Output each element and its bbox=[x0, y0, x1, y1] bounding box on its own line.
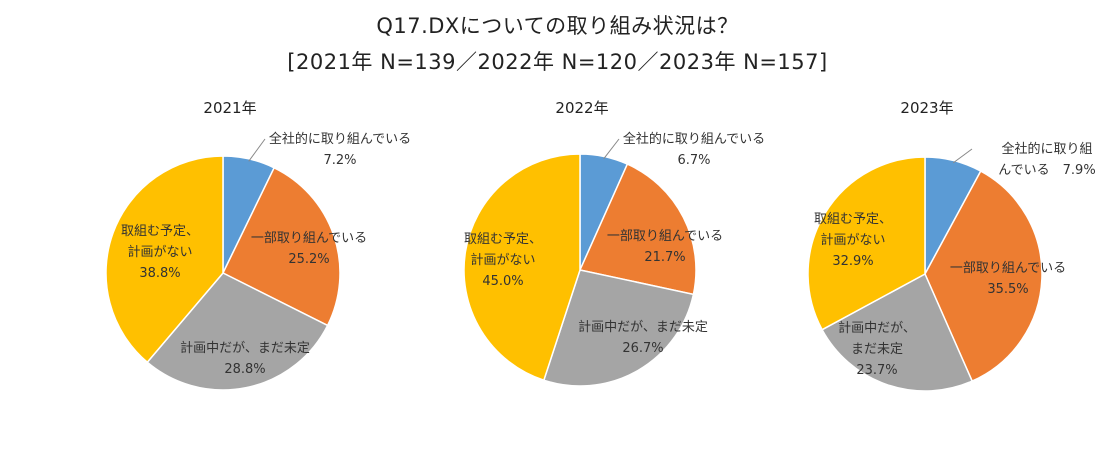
data-label-planned: 計画中だが、まだ未定 23.7% bbox=[838, 320, 916, 378]
pie-slice-partial bbox=[222, 166, 341, 327]
data-label-none: 取組む予定、計画がない 32.9% bbox=[814, 212, 892, 269]
pie-title: 2023年 bbox=[900, 99, 953, 117]
data-label-partial: 一部取り組んでいる 25.2% bbox=[251, 231, 367, 267]
data-label-full: 全社的に取り組んでいる 7.2% bbox=[269, 131, 411, 168]
chart-subtitle: [2021年 N=139／2022年 N=120／2023年 N=157] bbox=[287, 50, 828, 74]
pie-slice-none bbox=[105, 155, 224, 364]
data-label-partial: 一部取り組んでいる 21.7% bbox=[607, 229, 723, 265]
chart-title: Q17.DXについての取り組み状況は？ bbox=[376, 14, 739, 38]
pie-slice-none bbox=[463, 153, 581, 382]
data-label-planned: 計画中だが、まだ未定 26.7% bbox=[578, 319, 708, 356]
pie-title: 2022年 bbox=[555, 99, 608, 117]
pie-slice-planned bbox=[821, 272, 974, 392]
data-label-none: 取組む予定、計画がない 45.0% bbox=[464, 232, 542, 289]
data-label-planned: 計画中だが、まだ未定 28.8% bbox=[180, 340, 310, 377]
pie-slice-none bbox=[807, 156, 926, 331]
leader-line bbox=[603, 138, 620, 160]
pie-slice-partial bbox=[578, 163, 697, 296]
pie-title: 2021年 bbox=[203, 99, 256, 117]
leader-line bbox=[952, 148, 973, 164]
data-label-full: 全社的に取り組んでいる 6.7% bbox=[623, 131, 765, 168]
data-label-none: 取組む予定、計画がない 38.8% bbox=[121, 224, 199, 281]
pie-slice-planned bbox=[146, 272, 329, 391]
data-label-full: 全社的に取り組んでいる 7.9% bbox=[998, 141, 1095, 178]
pie-slice-planned bbox=[542, 269, 695, 387]
data-label-partial: 一部取り組んでいる 35.5% bbox=[950, 261, 1066, 297]
leader-line bbox=[248, 138, 266, 162]
pie-slice-partial bbox=[924, 170, 1043, 383]
